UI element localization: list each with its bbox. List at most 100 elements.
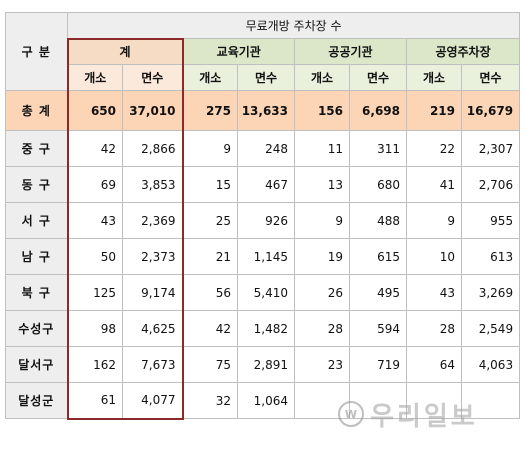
table-cell: 311 <box>349 130 407 167</box>
table-cell: 28 <box>406 310 462 347</box>
parking-table: 구 분 무료개방 주차장 수 계 교육기관 공공기관 공영주차장 개소 면수 개… <box>5 12 521 420</box>
table-cell: 22 <box>406 130 462 167</box>
total-cell: 6,698 <box>349 90 407 131</box>
table-cell: 5,410 <box>237 274 295 311</box>
row-label: 북 구 <box>5 274 68 311</box>
total-cell: 156 <box>294 90 350 131</box>
table-cell: 495 <box>349 274 407 311</box>
header-gubun: 구 분 <box>5 12 68 91</box>
table-cell: 98 <box>66 310 123 347</box>
table-cell: 13 <box>294 166 350 203</box>
table-cell: 4,077 <box>122 382 184 420</box>
watermark-text: 우리일보 <box>370 401 478 432</box>
sub-count: 개소 <box>182 64 238 91</box>
table-cell: 1,482 <box>237 310 295 347</box>
sub-spaces: 면수 <box>122 64 184 91</box>
sub-count: 개소 <box>406 64 462 91</box>
table-cell: 467 <box>237 166 295 203</box>
watermark: W 우리일보 <box>338 394 518 434</box>
table-cell: 56 <box>182 274 238 311</box>
table-cell: 613 <box>460 238 521 275</box>
table-cell: 926 <box>237 202 295 239</box>
header-group-public-parking: 공영주차장 <box>405 38 521 65</box>
table-cell: 25 <box>182 202 238 239</box>
table-cell: 719 <box>349 346 407 383</box>
table-cell: 2,373 <box>122 238 184 275</box>
sub-spaces: 면수 <box>237 64 295 91</box>
table-cell: 69 <box>66 166 123 203</box>
table-cell: 32 <box>182 382 238 419</box>
row-label: 수성구 <box>5 310 68 347</box>
total-label: 총 계 <box>5 90 68 131</box>
table-cell: 3,853 <box>122 166 184 203</box>
table-cell: 61 <box>66 382 123 420</box>
table-cell: 28 <box>294 310 350 347</box>
table-cell: 125 <box>66 274 123 311</box>
table-cell: 2,866 <box>122 130 184 167</box>
table-cell: 9 <box>294 202 350 239</box>
table-cell: 3,269 <box>460 274 521 311</box>
row-label: 달성군 <box>5 382 68 419</box>
table-cell: 2,706 <box>460 166 521 203</box>
table-row: 남 구 50 2,373 21 1,145 19 615 10 613 <box>5 238 521 275</box>
table-cell: 9 <box>406 202 462 239</box>
table-cell: 7,673 <box>122 346 184 383</box>
table-cell: 43 <box>406 274 462 311</box>
total-cell: 219 <box>406 90 462 131</box>
table-cell: 10 <box>406 238 462 275</box>
table-row: 달성군 61 4,077 32 1,064 <box>5 382 521 420</box>
table-cell: 488 <box>349 202 407 239</box>
header-group-title: 무료개방 주차장 수 <box>66 12 521 39</box>
table-cell: 955 <box>460 202 521 239</box>
table-cell: 26 <box>294 274 350 311</box>
table-cell: 21 <box>182 238 238 275</box>
table-cell: 43 <box>66 202 123 239</box>
total-cell: 16,679 <box>460 90 521 131</box>
table-cell: 1,145 <box>237 238 295 275</box>
table-cell: 2,891 <box>237 346 295 383</box>
table-cell: 15 <box>182 166 238 203</box>
sub-count: 개소 <box>294 64 350 91</box>
row-label: 중 구 <box>5 130 68 167</box>
table-cell: 42 <box>182 310 238 347</box>
sub-spaces: 면수 <box>349 64 407 91</box>
table-cell: 1,064 <box>237 382 295 419</box>
table-cell: 19 <box>294 238 350 275</box>
table-row: 중 구 42 2,866 9 248 11 311 22 2,307 <box>5 130 521 167</box>
header-group-education: 교육기관 <box>182 38 295 65</box>
table-cell: 162 <box>66 346 123 383</box>
row-label: 동 구 <box>5 166 68 203</box>
table-cell: 41 <box>406 166 462 203</box>
header-group-total: 계 <box>66 37 184 65</box>
header-group-public: 공공기관 <box>294 38 407 65</box>
total-cell: 37,010 <box>122 90 184 131</box>
table-cell: 42 <box>66 130 123 167</box>
table-cell: 4,063 <box>460 346 521 383</box>
table-cell: 594 <box>349 310 407 347</box>
total-cell: 650 <box>66 90 123 131</box>
logo-circle-icon: W <box>338 401 364 427</box>
table-cell <box>460 382 521 419</box>
table-row: 달서구 162 7,673 75 2,891 23 719 64 4,063 <box>5 346 521 383</box>
table-cell: 2,549 <box>460 310 521 347</box>
table-cell: 11 <box>294 130 350 167</box>
table-row: 북 구 125 9,174 56 5,410 26 495 43 3,269 <box>5 274 521 311</box>
table-row: 수성구 98 4,625 42 1,482 28 594 28 2,549 <box>5 310 521 347</box>
table-row: 서 구 43 2,369 25 926 9 488 9 955 <box>5 202 521 239</box>
table-cell: 9,174 <box>122 274 184 311</box>
table-cell: 75 <box>182 346 238 383</box>
table-cell: 2,307 <box>460 130 521 167</box>
table-cell: 50 <box>66 238 123 275</box>
table-cell: 4,625 <box>122 310 184 347</box>
table-cell: 23 <box>294 346 350 383</box>
table-cell: 615 <box>349 238 407 275</box>
table-cell: 248 <box>237 130 295 167</box>
row-label: 남 구 <box>5 238 68 275</box>
table-cell: 64 <box>406 346 462 383</box>
table-cell: 2,369 <box>122 202 184 239</box>
total-row: 총 계 650 37,010 275 13,633 156 6,698 219 … <box>5 90 521 131</box>
table-cell: 680 <box>349 166 407 203</box>
table-row: 동 구 69 3,853 15 467 13 680 41 2,706 <box>5 166 521 203</box>
total-cell: 275 <box>182 90 238 131</box>
row-label: 서 구 <box>5 202 68 239</box>
